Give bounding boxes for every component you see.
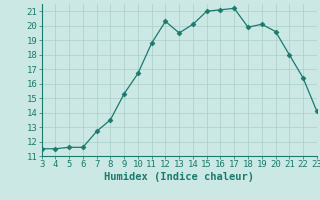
X-axis label: Humidex (Indice chaleur): Humidex (Indice chaleur) xyxy=(104,172,254,182)
